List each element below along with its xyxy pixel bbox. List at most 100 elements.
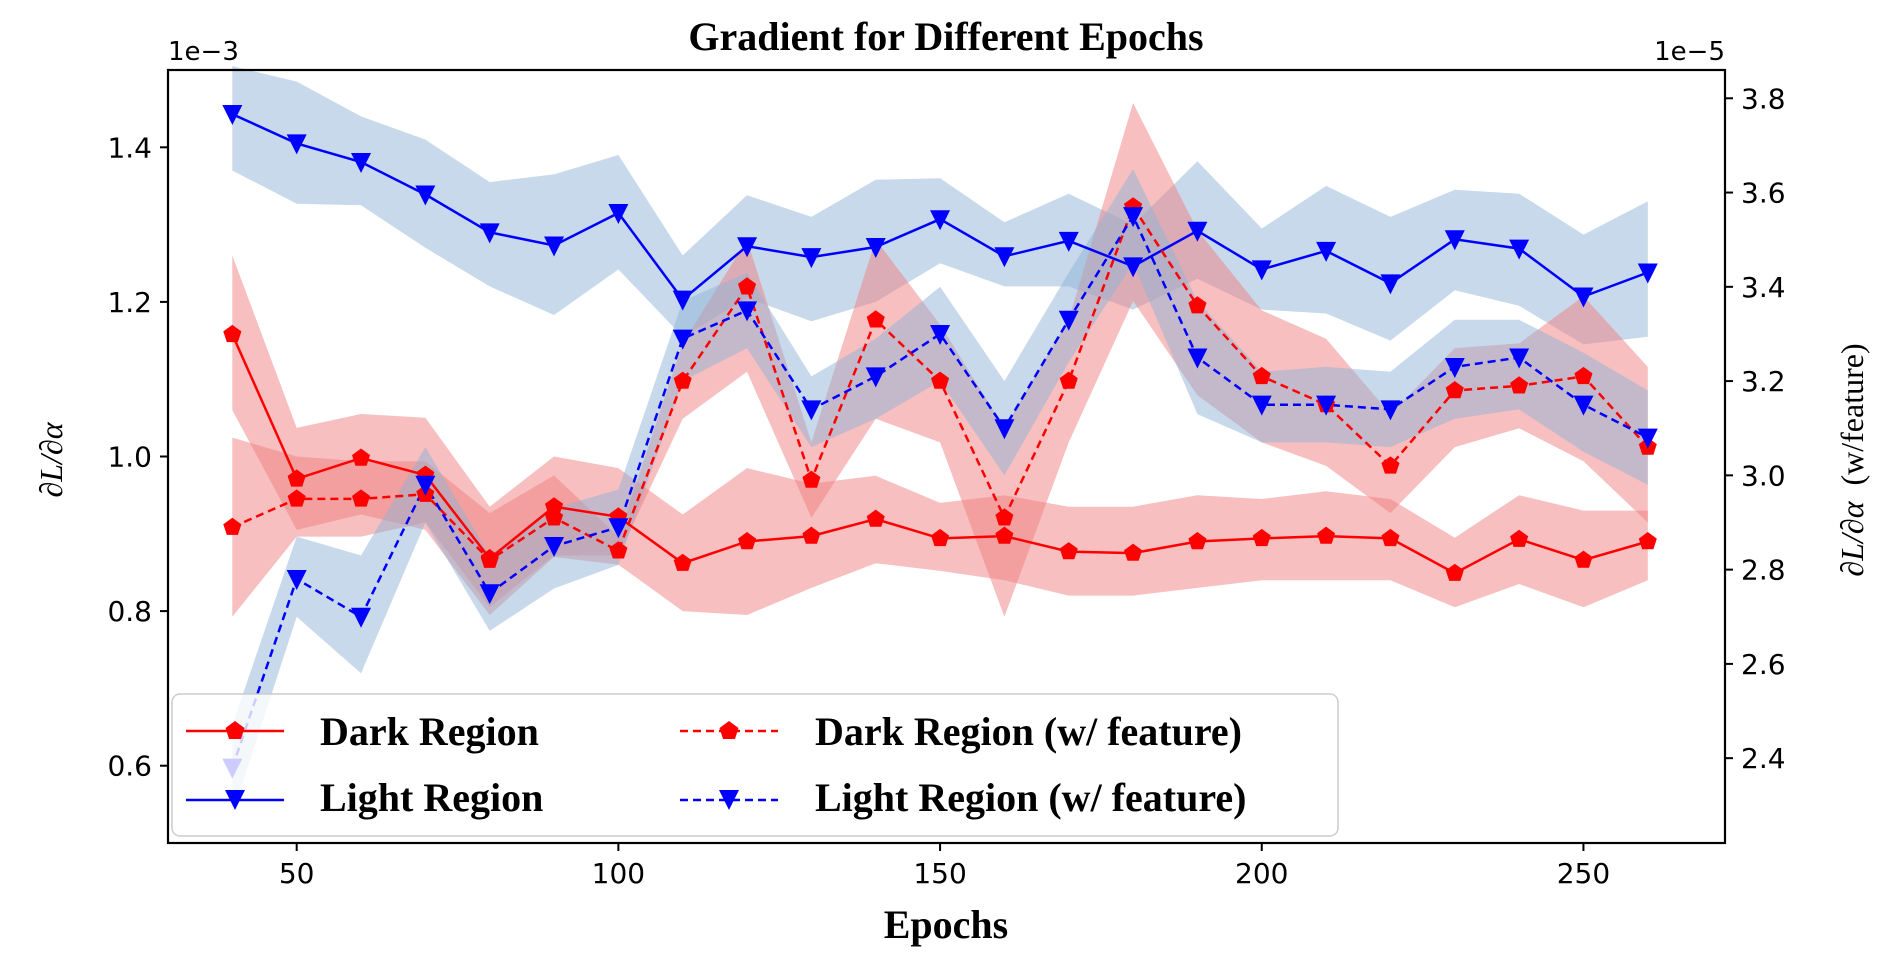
right-y-tick-label: 3.2 — [1741, 365, 1786, 398]
left-y-tick-label: 0.6 — [107, 750, 152, 783]
light-region-point — [1123, 257, 1144, 278]
light-region-w-feature-point — [865, 367, 886, 388]
light-region-w-feature-point — [1123, 207, 1144, 228]
series-markers — [222, 105, 1658, 779]
legend-marker-dark-feature — [719, 721, 739, 739]
light-region-point — [737, 237, 758, 258]
light-region-point — [1380, 274, 1401, 295]
dark-region-w-feature-point — [1445, 381, 1464, 399]
y-axis-label-right-suffix: (w/feature) — [1834, 343, 1870, 485]
x-tick-label: 250 — [1557, 857, 1610, 890]
light-region-point — [222, 105, 243, 126]
x-axis-label: Epochs — [884, 902, 1009, 947]
light-region-point — [1058, 231, 1079, 252]
dark-region-point — [1381, 528, 1400, 547]
right-y-tick-label: 3.4 — [1741, 271, 1786, 304]
x-tick-label: 200 — [1235, 857, 1288, 890]
dark-region-point — [1638, 532, 1657, 550]
right-y-tick-label: 3.8 — [1741, 82, 1786, 115]
light-region-point — [1509, 239, 1530, 260]
x-tick-label: 50 — [279, 857, 315, 890]
light-region-point — [1251, 260, 1272, 281]
light-region-w-feature-point — [351, 607, 372, 628]
light-region-w-feature-point — [930, 324, 951, 345]
left-y-tick-label: 1.4 — [107, 131, 152, 164]
light-region-w-feature-point — [1251, 395, 1272, 416]
y-axis-label-left: ∂L/∂α — [33, 421, 69, 497]
right-y-tick-label: 2.4 — [1741, 742, 1786, 775]
dark-region-w-feature-point — [1188, 296, 1207, 314]
light-region-w-feature-point — [415, 475, 436, 496]
dark-region-w-feature-point — [287, 489, 306, 507]
legend: Dark Region Light Region Dark Region (w/… — [171, 693, 1339, 837]
light-region-point — [608, 204, 629, 225]
light-region-w-feature-point — [994, 419, 1015, 440]
legend-marker-dark — [225, 721, 245, 739]
light-region-band — [232, 66, 1648, 345]
y-axis-label-right-symbol: ∂L/∂α — [1834, 500, 1870, 576]
light-region-point — [1187, 221, 1208, 242]
chart-title: Gradient for Different Epochs — [688, 14, 1203, 59]
left-y-tick-label: 1.2 — [107, 286, 152, 319]
dark-region-point — [1252, 528, 1271, 547]
dark-region-point — [223, 324, 242, 343]
right-y-tick-label: 3.6 — [1741, 177, 1786, 210]
dark-region-w-feature-point — [738, 277, 757, 295]
dark-region-w-feature-point — [802, 470, 821, 488]
dark-region-point — [1574, 550, 1593, 568]
light-region-point — [1316, 241, 1337, 262]
light-region-w-feature-point — [1444, 357, 1465, 378]
dark-region-point — [738, 532, 757, 550]
light-region-point — [801, 248, 822, 269]
left-y-tick-label: 1.0 — [107, 441, 152, 474]
dark-region-w-feature-point — [673, 371, 692, 389]
legend-marker-light-feature — [719, 790, 739, 810]
dark-region-point — [866, 509, 885, 527]
legend-box — [171, 693, 1339, 837]
x-axis-ticks: 50 100 150 200 250 — [279, 843, 1610, 890]
light-region-w-feature-point — [1380, 400, 1401, 421]
light-region-point — [479, 223, 500, 244]
dark-region-point — [1317, 526, 1336, 544]
legend-label-dark: Dark Region — [320, 709, 539, 754]
legend-label-light-feature: Light Region (w/ feature) — [815, 775, 1246, 820]
dark-region-point — [545, 497, 564, 515]
dark-region-w-feature-point — [1252, 366, 1271, 385]
left-y-axis-label: ∂L/∂α — [33, 421, 69, 497]
left-scale-label: 1e−3 — [168, 37, 239, 67]
left-y-tick-label: 0.8 — [107, 595, 152, 628]
right-y-axis-ticks: 2.4 2.6 2.8 3.0 3.2 3.4 3.6 3.8 — [1725, 82, 1786, 775]
dark-region-point — [1445, 563, 1464, 581]
light-region-point — [1444, 230, 1465, 251]
x-tick-label: 100 — [592, 857, 645, 890]
light-region-w-feature-point — [544, 537, 565, 558]
svg-text:∂L/∂α (w/feature): ∂L/∂α (w/feature) — [1834, 343, 1870, 576]
dark-region-point — [802, 526, 821, 544]
dark-region-point — [673, 553, 692, 571]
light-region-w-feature-point — [608, 518, 629, 539]
light-region-w-feature-point — [1573, 395, 1594, 416]
right-scale-label: 1e−5 — [1654, 37, 1725, 67]
legend-label-dark-feature: Dark Region (w/ feature) — [815, 709, 1242, 754]
light-region-point — [351, 152, 372, 173]
light-region-point — [1637, 263, 1658, 284]
light-region-w-feature-point — [1509, 348, 1530, 369]
light-region-point — [544, 236, 565, 257]
dark-region-point — [995, 526, 1014, 544]
dark-region-w-feature-point — [609, 541, 628, 559]
dark-region-point — [287, 469, 306, 487]
light-region-point — [994, 247, 1015, 268]
dark-region-point — [931, 528, 950, 547]
dark-region-w-feature-point — [995, 508, 1014, 526]
dark-region-point — [1510, 529, 1529, 547]
right-y-tick-label: 2.8 — [1741, 554, 1786, 587]
right-y-tick-label: 2.6 — [1741, 648, 1786, 681]
light-region-point — [672, 290, 693, 311]
dark-region-w-feature-point — [352, 489, 371, 507]
light-region-w-feature-point — [672, 329, 693, 350]
light-region-w-feature-point — [286, 570, 307, 591]
light-region-point — [286, 134, 307, 155]
dark-region-w-feature-point — [1381, 456, 1400, 474]
light-region-w-feature-point — [1187, 348, 1208, 369]
